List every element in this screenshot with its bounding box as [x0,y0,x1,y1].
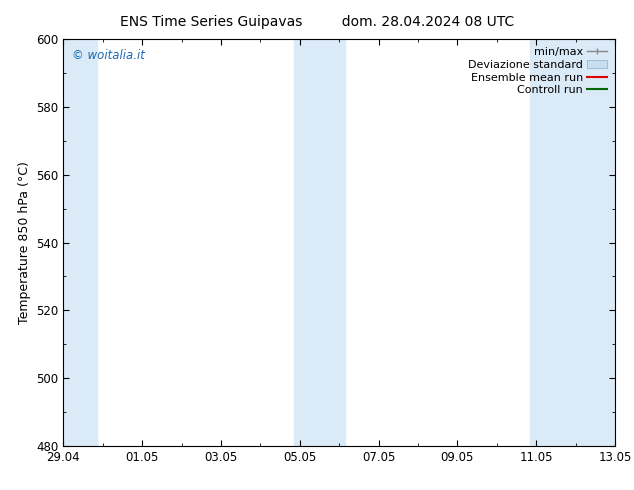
Bar [530,39,615,446]
Y-axis label: Temperature 850 hPa (°C): Temperature 850 hPa (°C) [18,161,30,324]
Text: © woitalia.it: © woitalia.it [72,49,145,62]
Text: ENS Time Series Guipavas         dom. 28.04.2024 08 UTC: ENS Time Series Guipavas dom. 28.04.2024… [120,15,514,29]
Bar [294,39,345,446]
Bar [63,39,97,446]
Legend: min/max, Deviazione standard, Ensemble mean run, Controll run: min/max, Deviazione standard, Ensemble m… [465,45,609,98]
